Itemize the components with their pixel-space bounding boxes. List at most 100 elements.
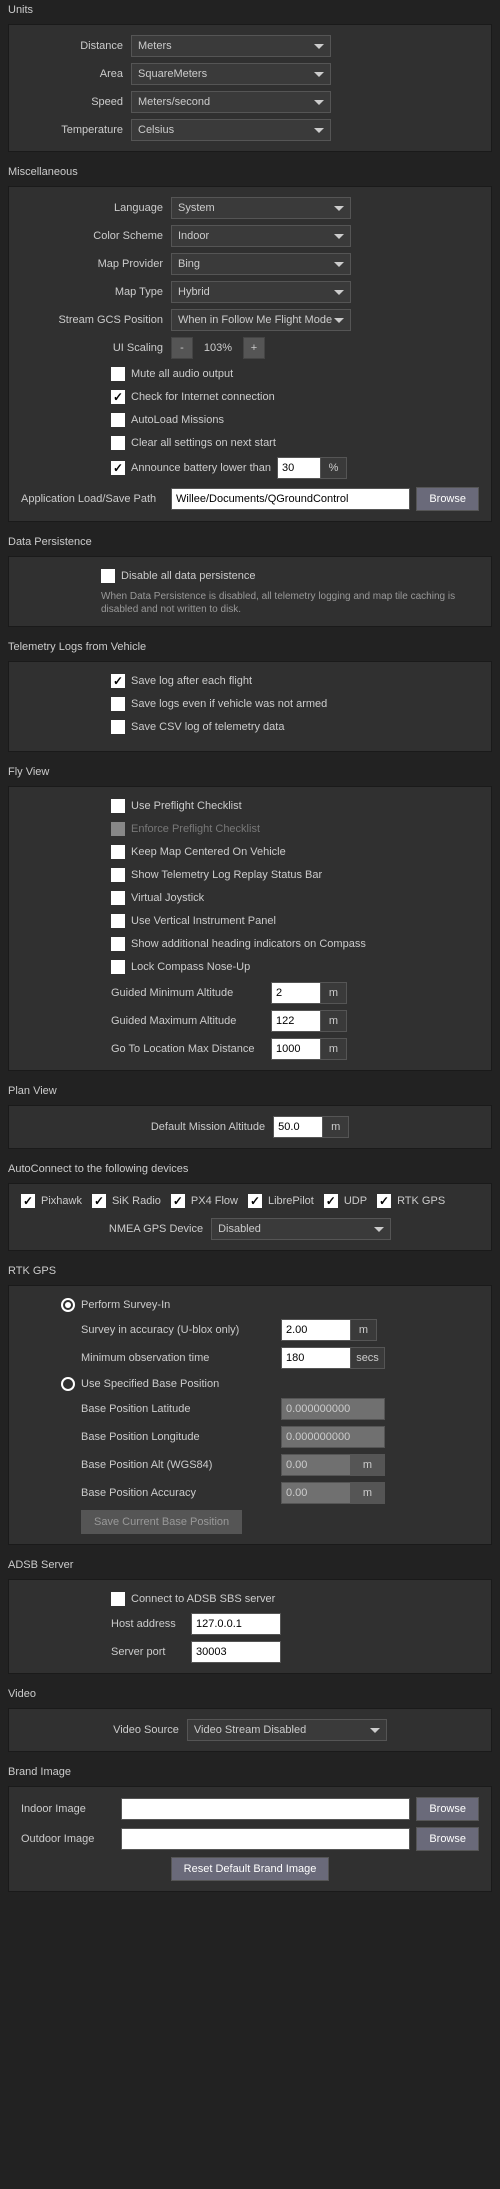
- verticalpanel-checkbox[interactable]: [111, 914, 125, 928]
- area-select[interactable]: SquareMeters: [131, 63, 331, 85]
- streamgcs-select[interactable]: When in Follow Me Flight Mode: [171, 309, 351, 331]
- persistence-note: When Data Persistence is disabled, all t…: [21, 590, 479, 616]
- gotomax-input[interactable]: [271, 1038, 321, 1060]
- px4flow-label: PX4 Flow: [191, 1195, 238, 1207]
- virtualjoystick-checkbox[interactable]: [111, 891, 125, 905]
- nmea-select[interactable]: Disabled: [211, 1218, 391, 1240]
- enforce-preflight-checkbox: [111, 822, 125, 836]
- accuracy-input[interactable]: [281, 1319, 351, 1341]
- videosource-select[interactable]: Video Stream Disabled: [187, 1719, 387, 1741]
- rtkgps-label: RTK GPS: [397, 1195, 445, 1207]
- replaybar-checkbox[interactable]: [111, 868, 125, 882]
- language-label: Language: [21, 202, 171, 214]
- distance-select[interactable]: Meters: [131, 35, 331, 57]
- mapprovider-label: Map Provider: [21, 258, 171, 270]
- mute-audio-checkbox[interactable]: [111, 367, 125, 381]
- speed-select[interactable]: Meters/second: [131, 91, 331, 113]
- pixhawk-checkbox[interactable]: [21, 1194, 35, 1208]
- surveyin-label: Perform Survey-In: [81, 1299, 170, 1311]
- baselat-label: Base Position Latitude: [81, 1403, 281, 1415]
- surveyin-radio[interactable]: [61, 1298, 75, 1312]
- guidedmax-label: Guided Maximum Altitude: [111, 1015, 271, 1027]
- chevron-down-icon: [314, 100, 324, 105]
- accuracy-unit: m: [351, 1319, 377, 1341]
- guidedmin-label: Guided Minimum Altitude: [111, 987, 271, 999]
- temperature-select[interactable]: Celsius: [131, 119, 331, 141]
- sikradio-label: SiK Radio: [112, 1195, 161, 1207]
- announce-battery-input[interactable]: [277, 457, 321, 479]
- temperature-label: Temperature: [21, 124, 131, 136]
- headingind-checkbox[interactable]: [111, 937, 125, 951]
- baseacc-unit: m: [351, 1482, 385, 1504]
- basealt-label: Base Position Alt (WGS84): [81, 1459, 281, 1471]
- minobs-input[interactable]: [281, 1347, 351, 1369]
- lockcompass-label: Lock Compass Nose-Up: [131, 961, 250, 973]
- usespecified-radio[interactable]: [61, 1377, 75, 1391]
- apppath-label: Application Load/Save Path: [21, 493, 171, 505]
- area-label: Area: [21, 68, 131, 80]
- adsb-connect-checkbox[interactable]: [111, 1592, 125, 1606]
- chevron-down-icon: [370, 1728, 380, 1733]
- preflight-checkbox[interactable]: [111, 799, 125, 813]
- save-csv-checkbox[interactable]: [111, 720, 125, 734]
- save-notarmed-checkbox[interactable]: [111, 697, 125, 711]
- colorscheme-select[interactable]: Indoor: [171, 225, 351, 247]
- maptype-label: Map Type: [21, 286, 171, 298]
- outdoor-label: Outdoor Image: [21, 1833, 121, 1845]
- announce-battery-checkbox[interactable]: [111, 461, 125, 475]
- brandimage-title: Brand Image: [8, 1766, 492, 1778]
- uiscaling-increase-button[interactable]: +: [243, 337, 265, 359]
- chevron-down-icon: [334, 290, 344, 295]
- basealt-unit: m: [351, 1454, 385, 1476]
- indoor-input[interactable]: [121, 1798, 410, 1820]
- check-internet-checkbox[interactable]: [111, 390, 125, 404]
- rtkgps-checkbox[interactable]: [377, 1194, 391, 1208]
- uiscaling-value: 103%: [193, 337, 243, 359]
- announce-battery-unit: %: [321, 457, 347, 479]
- accuracy-label: Survey in accuracy (U-blox only): [81, 1324, 281, 1336]
- librepilot-checkbox[interactable]: [248, 1194, 262, 1208]
- savebase-button: Save Current Base Position: [81, 1510, 242, 1534]
- telemetry-title: Telemetry Logs from Vehicle: [8, 641, 492, 653]
- outdoor-input[interactable]: [121, 1828, 410, 1850]
- clear-settings-checkbox[interactable]: [111, 436, 125, 450]
- mapprovider-select[interactable]: Bing: [171, 253, 351, 275]
- basealt-input: [281, 1454, 351, 1476]
- guidedmin-unit: m: [321, 982, 347, 1004]
- maptype-select[interactable]: Hybrid: [171, 281, 351, 303]
- udp-label: UDP: [344, 1195, 367, 1207]
- units-title: Units: [8, 4, 492, 16]
- apppath-input[interactable]: [171, 488, 410, 510]
- language-select[interactable]: System: [171, 197, 351, 219]
- sikradio-checkbox[interactable]: [92, 1194, 106, 1208]
- guidedmin-input[interactable]: [271, 982, 321, 1004]
- speed-label: Speed: [21, 96, 131, 108]
- apppath-browse-button[interactable]: Browse: [416, 487, 479, 511]
- chevron-down-icon: [314, 72, 324, 77]
- host-input[interactable]: [191, 1613, 281, 1635]
- baselon-label: Base Position Longitude: [81, 1431, 281, 1443]
- uiscaling-decrease-button[interactable]: -: [171, 337, 193, 359]
- guidedmax-input[interactable]: [271, 1010, 321, 1032]
- disable-persistence-checkbox[interactable]: [101, 569, 115, 583]
- headingind-label: Show additional heading indicators on Co…: [131, 938, 366, 950]
- adsb-title: ADSB Server: [8, 1559, 492, 1571]
- enforce-preflight-label: Enforce Preflight Checklist: [131, 823, 260, 835]
- indoor-browse-button[interactable]: Browse: [416, 1797, 479, 1821]
- keepmap-checkbox[interactable]: [111, 845, 125, 859]
- replaybar-label: Show Telemetry Log Replay Status Bar: [131, 869, 322, 881]
- autoload-missions-checkbox[interactable]: [111, 413, 125, 427]
- outdoor-browse-button[interactable]: Browse: [416, 1827, 479, 1851]
- lockcompass-checkbox[interactable]: [111, 960, 125, 974]
- defaultalt-input[interactable]: [273, 1116, 323, 1138]
- px4flow-checkbox[interactable]: [171, 1194, 185, 1208]
- reset-brand-button[interactable]: Reset Default Brand Image: [171, 1857, 330, 1881]
- chevron-down-icon: [374, 1227, 384, 1232]
- host-label: Host address: [111, 1618, 191, 1630]
- save-after-flight-checkbox[interactable]: [111, 674, 125, 688]
- udp-checkbox[interactable]: [324, 1194, 338, 1208]
- gotomax-label: Go To Location Max Distance: [111, 1043, 271, 1055]
- port-input[interactable]: [191, 1641, 281, 1663]
- chevron-down-icon: [314, 44, 324, 49]
- autoconnect-title: AutoConnect to the following devices: [8, 1163, 492, 1175]
